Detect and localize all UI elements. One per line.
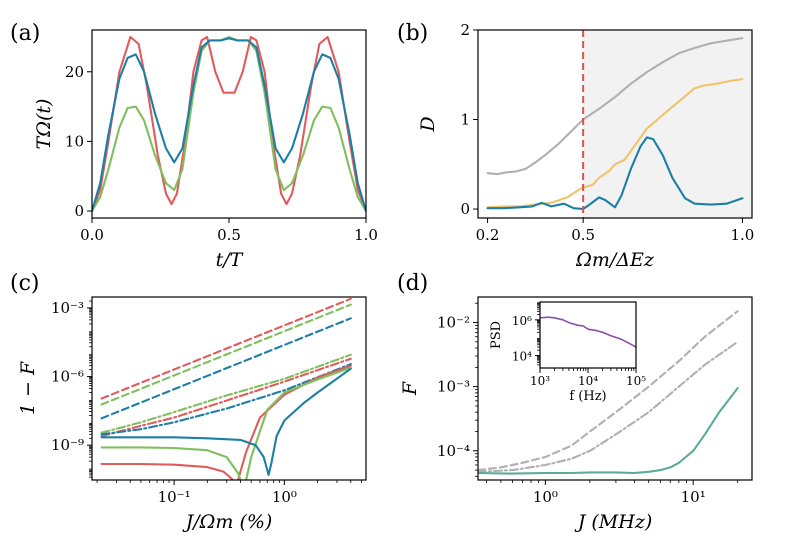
panel-a-xtick-label: 0.0 [80,226,104,244]
panel-a: 0.0 0.5 1.0 0 10 20 t/T TΩ(t) [33,29,378,271]
panel-b-xtick-label: 1.0 [731,226,755,244]
panel-c-xlabel: J/Ωm (%) [182,511,273,533]
panel-c-series-8-green-solid [100,446,242,480]
panel-b-shaded-region [583,30,752,218]
panel-d-inset-xtick-label: 10⁵ [626,374,646,388]
panel-c-series-2-blue-dashed [100,317,352,420]
panel-d-inset-ytick-label: 10⁴ [512,350,532,364]
panel-c-series-1-green-dashed [100,303,352,406]
panel-c-ylabel: 1 − F [17,361,39,415]
panel-a-xtick-label: 1.0 [354,226,378,244]
panel-c-series-3-green-dashdot [100,353,352,434]
panel-d-frame [477,296,753,481]
panel-d-inset-xtick-label: 10⁴ [578,374,598,388]
panel-label-c: (c) [10,271,40,296]
panel-b-xtick-label: 0.5 [571,226,595,244]
panel-a-background [92,30,366,218]
panel-a-ytick-label: 20 [65,63,84,81]
panel-d-ylabel: F [399,381,421,396]
panel-d-series-1-gray-dashdot [478,340,739,473]
panel-a-xlabel: t/T [216,249,244,271]
panel-d-ytick-label: 10⁻⁴ [437,442,470,460]
panel-c-xtick-label: 10⁻¹ [158,488,191,506]
panel-d-xtick-label: 10¹ [681,488,706,506]
panel-d: 10⁰ 10¹ 10⁻⁴ 10⁻³ 10⁻² J (MHz) F 10³ 10⁴ 10⁵ 10⁴ 10… [399,296,753,533]
panel-b-xlabel: Ωm/ΔEz [575,249,655,271]
panel-d-series-2-teal-solid [478,387,739,475]
panel-label-b: (b) [397,21,428,46]
panel-a-ytick-label: 0 [74,202,84,220]
panel-a-xtick-label: 0.5 [217,226,241,244]
panel-d-xlabel: J (MHz) [574,511,653,533]
panel-d-ytick-label: 10⁻² [437,314,470,332]
panel-b-series-0-gray-solid [486,37,744,176]
panel-label-d: (d) [397,271,428,296]
panel-c-series-6-red-solid [100,462,234,480]
panel-c-series-group [100,297,352,480]
panel-c-ytick-label: 10⁻⁶ [51,368,84,386]
panel-b-series-2-blue-solid [486,136,744,211]
panel-d-inset-ytick-label: 10⁶ [512,314,532,328]
panel-c: 10⁻¹ 10⁰ 10⁻⁹ 10⁻⁶ 10⁻³ J/Ωm (%) 1 − F [17,296,367,533]
panel-d-xtick-label: 10⁰ [533,488,558,506]
panel-d-series-group [478,310,739,475]
panel-b-xtick-label: 0.2 [476,226,500,244]
panel-d-ytick-label: 10⁻³ [437,378,470,396]
panel-d-inset-series-0-purple-solid [540,316,636,348]
panel-a-series-2-blue-solid [92,37,366,213]
panel-c-xtick-label: 10⁰ [272,488,297,506]
panel-c-ytick-label: 10⁻⁹ [51,436,84,454]
panel-a-series-group [92,35,366,213]
panel-d-inset-series-group [540,316,636,348]
panel-c-background [92,297,366,480]
panel-d-inset-background [540,302,636,368]
panel-c-series-9-green-solid [245,366,352,480]
panel-b-ytick-label: 0 [460,200,470,218]
panel-c-series-10-blue-solid [100,367,352,476]
panel-b-series-group [486,37,744,211]
panel-d-inset-ylabel: PSD [489,321,504,349]
panel-c-series-4-red-dashdot [100,357,352,438]
panel-b-ytick-label: 1 [460,111,470,129]
panel-d-inset-xtick-label: 10³ [530,374,550,388]
panel-b: 0.2 0.5 1.0 0 1 2 Ωm/ΔEz D [417,21,754,271]
panel-a-ytick-label: 10 [65,132,84,150]
panel-b-frame [477,29,753,219]
panel-a-series-1-green-solid [92,35,366,213]
panel-c-series-0-red-dashed [100,297,352,400]
panel-a-ylabel: TΩ(t) [33,99,55,150]
panel-b-ytick-label: 2 [460,21,470,39]
panel-c-series-5-blue-dashdot [100,363,352,436]
panel-d-series-0-gray-dashed [478,310,739,472]
panel-b-ylabel: D [417,116,439,132]
panel-d-inset-xlabel: f (Hz) [569,389,606,404]
panel-c-ytick-label: 10⁻³ [51,299,84,317]
panel-label-a: (a) [10,21,40,46]
